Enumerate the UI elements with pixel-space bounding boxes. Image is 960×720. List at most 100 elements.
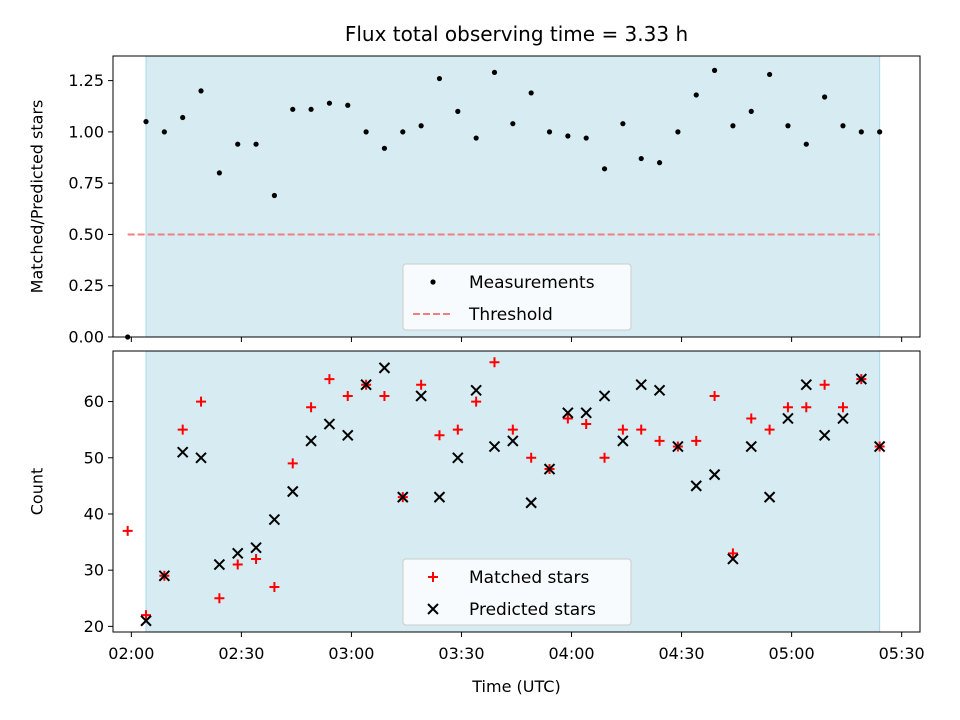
predicted-stars-point — [580, 407, 592, 419]
predicted-stars-point — [397, 491, 409, 503]
matched-stars-point — [251, 553, 262, 564]
ratio-legend: Measurements Threshold — [402, 263, 632, 331]
measurements-point — [345, 102, 351, 108]
predicted-stars-point — [873, 440, 886, 453]
measurements-point — [235, 141, 241, 147]
ratio-axes-frame — [112, 55, 921, 338]
predicted-stars-point — [690, 480, 702, 492]
predicted-stars-point — [488, 440, 501, 453]
matched-stars-point — [379, 390, 390, 401]
matched-stars-point — [526, 452, 537, 463]
measurements-point — [418, 123, 424, 129]
ratio-y-tick-label: 0.25 — [68, 276, 104, 295]
count-x-tick-label: 05:30 — [879, 644, 925, 663]
matched-stars-point — [416, 379, 427, 390]
count-x-ticks: 02:00 02:30 03:00 03:30 04:00 04:30 05:00 05:30 — [108, 632, 925, 663]
predicted-stars-point — [543, 463, 556, 475]
predicted-stars-point — [562, 407, 574, 419]
measurements-point — [491, 69, 498, 76]
matched-stars-point — [764, 424, 775, 435]
predicted-stars-point — [342, 429, 354, 442]
matched-stars-point — [324, 374, 335, 385]
measurements-point — [711, 67, 718, 73]
count-y-tick-label: 60 — [84, 392, 104, 411]
matched-stars-point — [636, 424, 647, 435]
count-x-tick-label: 02:30 — [218, 644, 264, 663]
count-panel: 20 30 40 50 60 02:00 02:30 03:00 03:30 04:00 04:3… — [28, 350, 925, 696]
matched-stars-point — [654, 435, 665, 446]
measurements-point — [858, 129, 864, 135]
matched-stars-point — [269, 582, 280, 593]
predicted-stars-point — [855, 373, 868, 385]
measurements-point — [877, 129, 883, 135]
predicted-stars-point — [672, 440, 684, 453]
predicted-stars-point — [140, 615, 152, 627]
ratio-y-tick-label: 0.50 — [68, 225, 104, 244]
matched-stars-point — [837, 402, 848, 413]
measurements-point — [638, 155, 644, 162]
predicted-stars-point — [305, 435, 317, 447]
count-x-tick-label: 02:00 — [108, 644, 154, 663]
matched-stars-point — [287, 458, 298, 469]
measurements-point — [308, 106, 314, 112]
predicted-stars-point — [287, 485, 299, 498]
measurements-point — [748, 108, 754, 114]
predicted-stars-point — [635, 379, 647, 391]
ratio-marks — [125, 67, 883, 340]
measurements-point — [161, 129, 167, 135]
measurements-point — [583, 135, 589, 141]
ratio-y-tick-label: 0.00 — [68, 328, 104, 347]
count-y-tick-label: 20 — [84, 617, 104, 636]
predicted-stars-point — [232, 547, 244, 560]
ratio-chart-title: Flux total observing time = 3.33 h — [345, 22, 688, 46]
predicted-stars-point — [158, 570, 171, 582]
matched-stars-point — [434, 430, 445, 441]
measurements-point — [381, 145, 388, 151]
matched-stars-point — [141, 610, 152, 621]
predicted-stars-point — [837, 412, 849, 425]
measurements-point — [767, 71, 773, 78]
matched-stars-point — [507, 424, 518, 435]
matched-stars-point — [691, 435, 702, 446]
measurements-point — [656, 160, 663, 166]
predicted-stars-point — [268, 513, 281, 526]
matched-stars-point — [232, 559, 243, 570]
predicted-stars-point — [782, 412, 794, 425]
measurements-point — [620, 121, 626, 127]
matched-stars-point — [471, 396, 482, 407]
measurements-point — [803, 141, 809, 147]
predicted-stars-point — [818, 429, 831, 442]
predicted-stars-point — [250, 541, 262, 554]
count-y-tick-label: 40 — [84, 504, 104, 523]
count-y-ticks: 20 30 40 50 60 — [84, 392, 113, 636]
measurements-point — [601, 166, 608, 172]
predicted-stars-point — [598, 390, 611, 402]
ratio-y-ticks: 0.00 0.25 0.50 0.75 1.00 1.25 — [68, 71, 113, 347]
ratio-y-tick-label: 0.75 — [68, 174, 104, 193]
matched-stars-point — [727, 548, 738, 559]
matched-stars-point — [196, 396, 207, 407]
ratio-y-axis-label: Matched/Predicted stars — [28, 100, 47, 294]
measurements-point — [436, 75, 443, 82]
matched-stars-point — [452, 424, 463, 435]
measurements-point — [473, 135, 479, 141]
predicted-stars-point — [360, 379, 372, 391]
matched-stars-point — [214, 593, 225, 604]
measurements-point — [363, 129, 369, 135]
measurements-point — [326, 100, 333, 106]
measurements-point — [400, 129, 406, 135]
matched-stars-point — [709, 390, 720, 401]
predicted-stars-point — [433, 491, 446, 503]
measurements-point — [180, 114, 186, 121]
measurements-point — [693, 92, 699, 98]
matched-stars-point — [489, 357, 500, 368]
predicted-stars-point — [378, 362, 391, 374]
count-x-tick-label: 04:30 — [659, 644, 705, 663]
predicted-stars-point — [727, 553, 739, 565]
ratio-legend-box — [402, 263, 632, 331]
measurements-point — [143, 119, 149, 125]
predicted-stars-point — [323, 418, 336, 430]
measurements-point — [785, 123, 791, 129]
threshold-legend-label: Threshold — [468, 305, 553, 325]
